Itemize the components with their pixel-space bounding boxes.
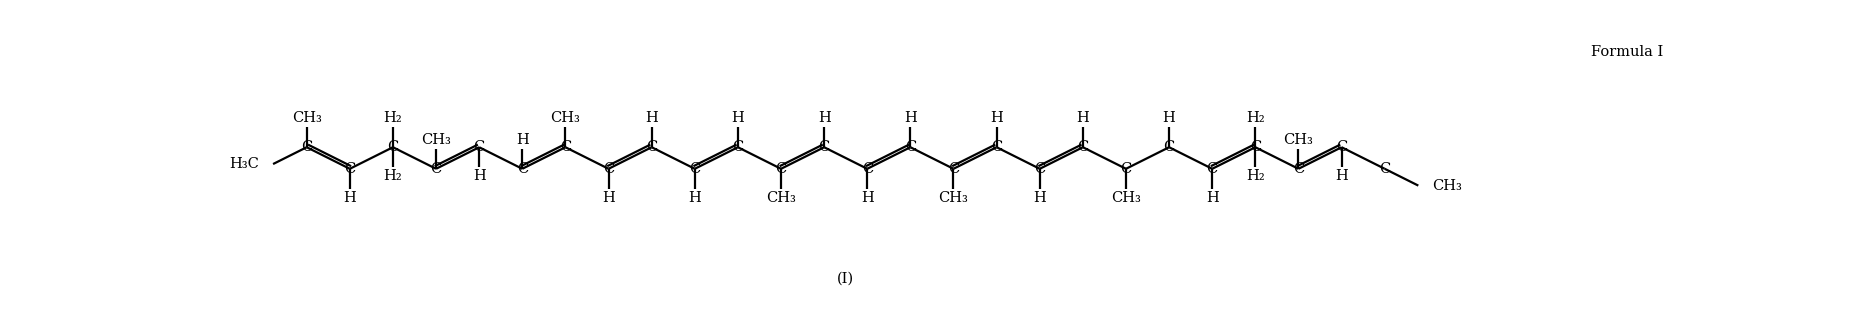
Text: CH₃: CH₃ [938,191,968,205]
Text: CH₃: CH₃ [551,111,581,125]
Text: C: C [689,162,701,176]
Text: C: C [1077,140,1088,154]
Text: C: C [991,140,1002,154]
Text: C: C [1120,162,1131,176]
Text: (I): (I) [837,272,854,286]
Text: H: H [730,111,744,125]
Text: H₃C: H₃C [229,157,258,171]
Text: H₂: H₂ [384,111,403,125]
Text: C: C [474,140,485,154]
Text: C: C [388,140,399,154]
Text: H: H [1334,170,1347,184]
Text: H: H [687,191,701,205]
Text: H: H [601,191,614,205]
Text: Formula I: Formula I [1590,45,1663,59]
Text: H: H [1032,191,1045,205]
Text: C: C [1335,140,1347,154]
Text: C: C [1249,140,1261,154]
Text: C: C [646,140,657,154]
Text: CH₃: CH₃ [292,111,322,125]
Text: H: H [343,191,356,205]
Text: H₂: H₂ [384,170,403,184]
Text: C: C [560,140,571,154]
Text: CH₃: CH₃ [766,191,796,205]
Text: C: C [1292,162,1304,176]
Text: H: H [1075,111,1088,125]
Text: C: C [1034,162,1045,176]
Text: C: C [905,140,916,154]
Text: H₂: H₂ [1246,170,1264,184]
Text: H: H [817,111,830,125]
Text: C: C [948,162,959,176]
Text: C: C [603,162,614,176]
Text: C: C [1206,162,1217,176]
Text: H: H [989,111,1002,125]
Text: CH₃: CH₃ [1111,191,1141,205]
Text: C: C [345,162,356,176]
Text: H₂: H₂ [1246,111,1264,125]
Text: H: H [472,170,485,184]
Text: CH₃: CH₃ [1283,133,1313,146]
Text: H: H [515,133,528,146]
Text: CH₃: CH₃ [1431,179,1461,193]
Text: H: H [903,111,916,125]
Text: H: H [644,111,657,125]
Text: C: C [1163,140,1174,154]
Text: H: H [1204,191,1217,205]
Text: C: C [431,162,442,176]
Text: C: C [732,140,744,154]
Text: C: C [775,162,787,176]
Text: C: C [819,140,830,154]
Text: C: C [862,162,873,176]
Text: C: C [1379,162,1390,176]
Text: CH₃: CH₃ [421,133,451,146]
Text: C: C [302,140,313,154]
Text: H: H [1161,111,1174,125]
Text: C: C [517,162,528,176]
Text: H: H [860,191,873,205]
